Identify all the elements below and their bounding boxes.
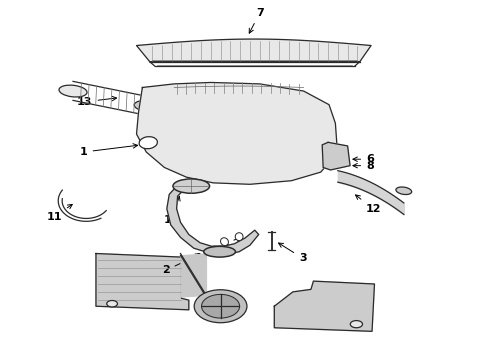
Ellipse shape xyxy=(204,246,236,257)
Polygon shape xyxy=(167,184,259,255)
Ellipse shape xyxy=(201,294,240,318)
Ellipse shape xyxy=(194,290,247,323)
Ellipse shape xyxy=(220,238,228,246)
Polygon shape xyxy=(96,253,189,310)
Text: 3: 3 xyxy=(278,243,306,263)
Ellipse shape xyxy=(134,100,160,112)
Ellipse shape xyxy=(235,233,243,240)
Text: 1: 1 xyxy=(80,144,138,157)
Text: 13: 13 xyxy=(77,96,117,107)
Text: 2: 2 xyxy=(162,254,200,275)
Ellipse shape xyxy=(396,187,412,194)
Text: 7: 7 xyxy=(249,8,264,33)
Ellipse shape xyxy=(107,301,118,307)
Ellipse shape xyxy=(59,85,87,97)
Text: 6: 6 xyxy=(353,154,374,164)
Polygon shape xyxy=(137,82,337,184)
Polygon shape xyxy=(274,281,374,331)
Ellipse shape xyxy=(173,179,210,193)
Text: 8: 8 xyxy=(353,161,374,171)
Text: 4: 4 xyxy=(193,246,215,263)
Text: 12: 12 xyxy=(356,195,381,214)
Ellipse shape xyxy=(139,137,157,149)
Ellipse shape xyxy=(350,320,363,328)
Polygon shape xyxy=(322,142,350,170)
Polygon shape xyxy=(137,39,371,62)
Text: 11: 11 xyxy=(47,204,72,221)
Text: 10: 10 xyxy=(164,196,180,225)
Text: 9: 9 xyxy=(233,132,241,141)
Text: 5: 5 xyxy=(225,238,239,254)
